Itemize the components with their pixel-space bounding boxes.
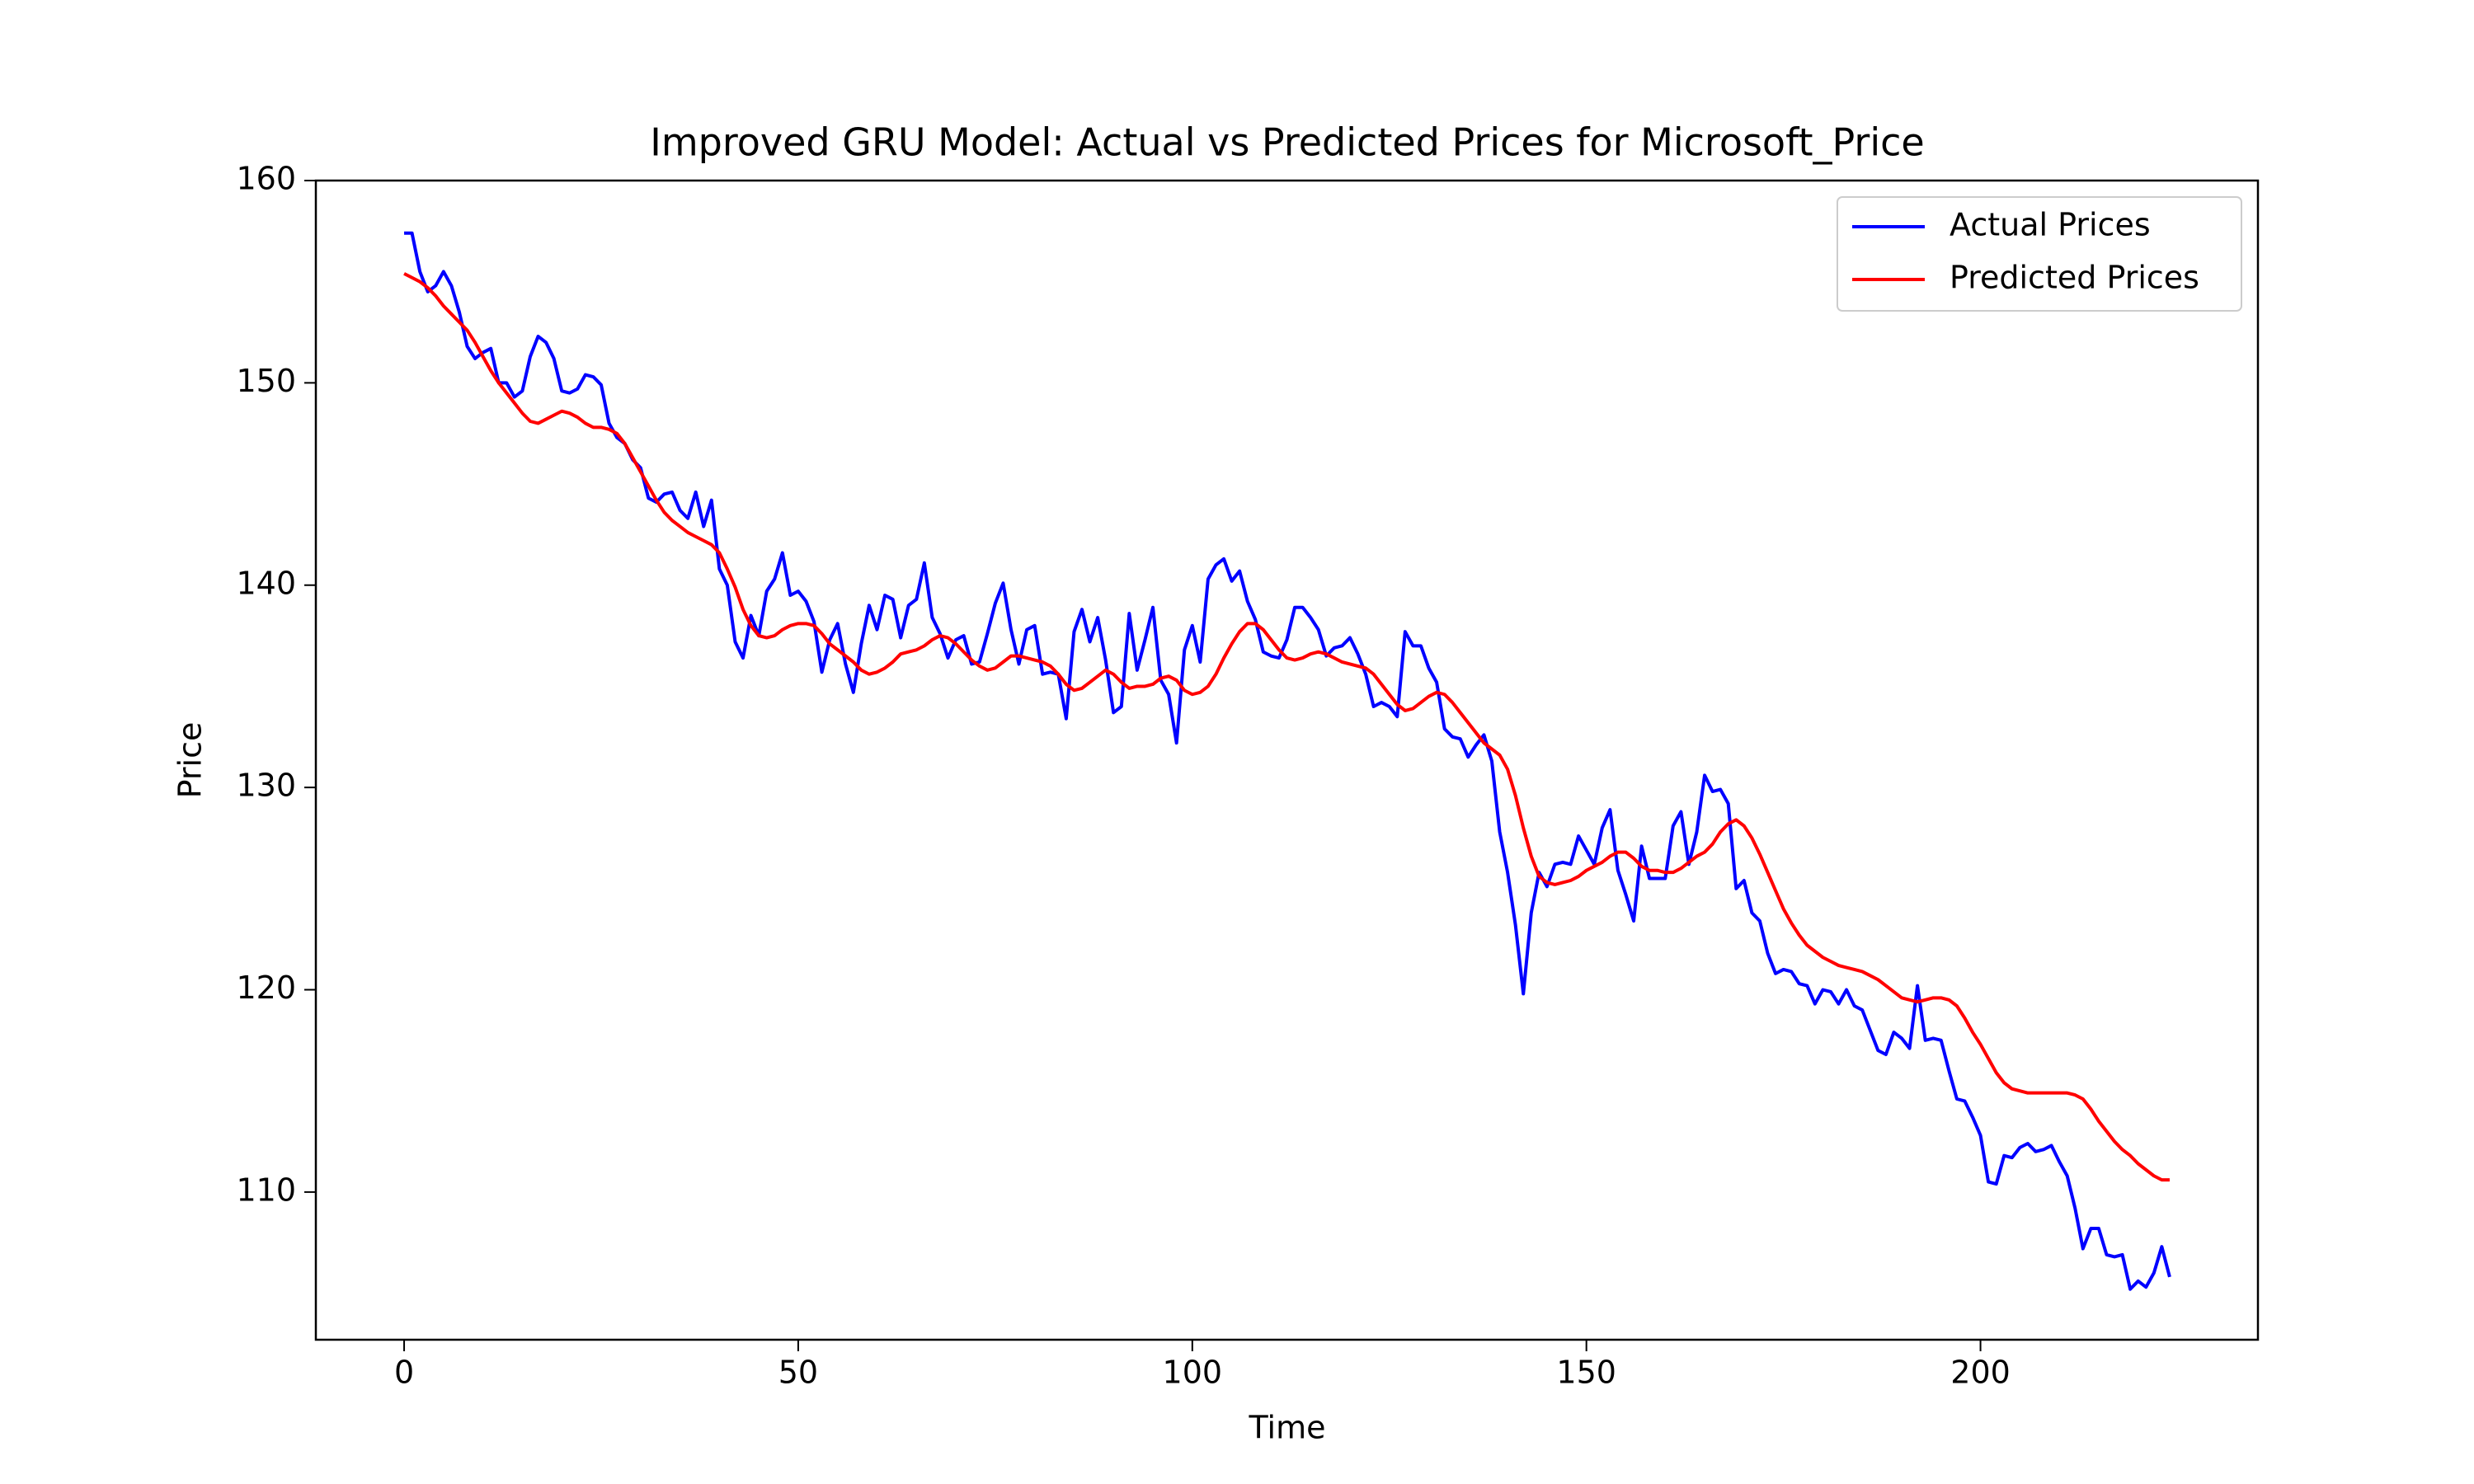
y-tick-label: 140 (236, 565, 296, 601)
legend-label: Predicted Prices (1950, 260, 2199, 296)
x-tick-label: 200 (1950, 1355, 2011, 1391)
x-tick-label: 50 (778, 1355, 818, 1391)
data-line (404, 231, 2171, 1291)
x-tick-label: 100 (1163, 1355, 1223, 1391)
chart-title: Improved GRU Model: Actual vs Predicted … (650, 120, 1924, 165)
x-tick-label: 150 (1556, 1355, 1616, 1391)
y-tick-label: 150 (236, 363, 296, 399)
y-tick-label: 130 (236, 768, 296, 804)
y-tick-label: 160 (236, 161, 296, 197)
x-tick-label: 0 (394, 1355, 414, 1391)
y-tick-label: 120 (236, 970, 296, 1006)
y-axis-label: Price (172, 722, 209, 799)
legend-box (1837, 196, 2242, 312)
y-tick-label: 110 (236, 1172, 296, 1208)
x-axis-label: Time (1249, 1410, 1326, 1446)
axes-frame (314, 179, 2260, 1341)
plot-area (403, 231, 2171, 1291)
data-line (403, 272, 2170, 1182)
legend-label: Actual Prices (1950, 207, 2151, 243)
